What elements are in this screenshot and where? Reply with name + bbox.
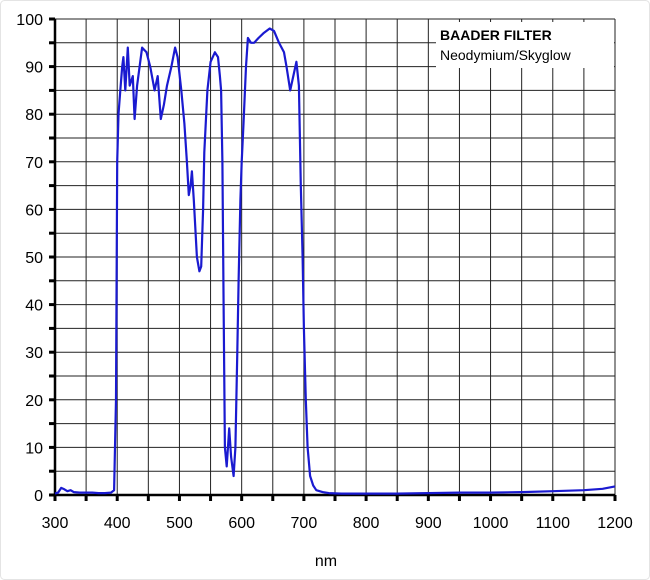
x-tick-label: 500 bbox=[166, 515, 193, 532]
y-tick-label: 70 bbox=[25, 155, 43, 172]
y-tick-label: 20 bbox=[25, 393, 43, 410]
series-line bbox=[54, 27, 616, 495]
y-tick-label: 60 bbox=[25, 202, 43, 219]
y-tick-label: 90 bbox=[25, 60, 43, 77]
y-tick-label: 30 bbox=[25, 345, 43, 362]
y-tick-label: 50 bbox=[25, 250, 43, 267]
x-tick-label: 900 bbox=[415, 515, 442, 532]
legend-background bbox=[436, 22, 614, 68]
x-tick-label: 800 bbox=[353, 515, 380, 532]
x-tick-label: 1100 bbox=[536, 515, 571, 532]
x-axis-label: nm bbox=[315, 553, 337, 570]
x-axis: 300 400 500 600 700 800 900 1000 1100 1200 bbox=[42, 495, 633, 532]
chart-subtitle: Neodymium/Skyglow bbox=[440, 47, 572, 63]
x-tick-label: 600 bbox=[228, 515, 255, 532]
y-tick-label: 80 bbox=[25, 107, 43, 124]
x-tick-label: 300 bbox=[42, 515, 69, 532]
y-tick-label: 0 bbox=[34, 488, 43, 505]
y-tick-label: 100 bbox=[16, 12, 43, 29]
y-axis: 0 10 20 30 40 50 60 70 80 90 100 bbox=[16, 12, 55, 505]
grid bbox=[53, 18, 616, 497]
x-tick-label: 1200 bbox=[597, 515, 633, 532]
x-tick-label: 1000 bbox=[473, 515, 509, 532]
legend-box: BAADER FILTER Neodymium/Skyglow bbox=[436, 22, 614, 68]
y-tick-label: 10 bbox=[25, 440, 43, 457]
y-tick-label: 40 bbox=[25, 298, 43, 315]
x-tick-label: 700 bbox=[291, 515, 318, 532]
x-tick-label: 400 bbox=[104, 515, 131, 532]
chart-title: BAADER FILTER bbox=[440, 27, 552, 43]
